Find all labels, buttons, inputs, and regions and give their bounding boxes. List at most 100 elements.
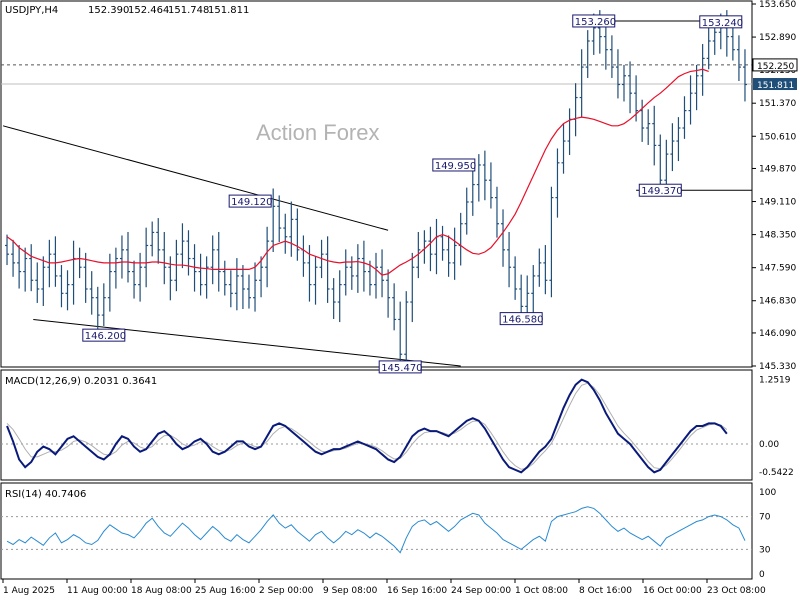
- candle: [676, 117, 681, 162]
- last-price-box: [753, 78, 797, 91]
- candle: [682, 96, 687, 139]
- candle: [138, 252, 143, 302]
- candle: [482, 150, 487, 201]
- symbol-header: USDJPY,H4: [5, 5, 58, 16]
- time-tick-label: 2 Sep 00:00: [259, 586, 314, 596]
- candle: [204, 256, 209, 299]
- candle: [386, 269, 391, 318]
- rsi-header: RSI(14) 40.7406: [5, 489, 86, 500]
- candle: [494, 186, 499, 238]
- rsi-tick-label: 0: [759, 570, 765, 580]
- ohlc-value: 151.748: [168, 5, 209, 16]
- annotation-box: [378, 360, 422, 374]
- rsi-tick-label: 30: [759, 545, 771, 555]
- candle: [652, 105, 657, 166]
- candle: [730, 25, 735, 61]
- candle: [11, 239, 16, 277]
- time-tick-label: 16 Oct 00:00: [643, 586, 702, 596]
- candle: [119, 235, 124, 279]
- price-panel-frame: [0, 0, 753, 368]
- annotation-box: [228, 194, 272, 208]
- time-tick-label: 16 Sep 16:00: [387, 586, 447, 596]
- annotation-label: 149.370: [641, 186, 682, 197]
- time-tick-label: 1 Aug 2025: [3, 586, 55, 596]
- macd-tick-label: 1.2519: [759, 376, 791, 386]
- time-tick-label: 23 Oct 08:00: [707, 586, 766, 596]
- candle: [283, 213, 288, 254]
- price-tick-label: 152.890: [759, 33, 796, 43]
- candle: [615, 49, 620, 99]
- price-annotation: 149.950: [432, 158, 476, 172]
- candle: [150, 221, 155, 257]
- annotation-box: [638, 183, 682, 197]
- candle: [71, 240, 76, 305]
- candle: [198, 253, 203, 296]
- candle: [65, 270, 70, 311]
- price-tick-label: 153.650: [759, 0, 796, 10]
- candle: [700, 44, 705, 96]
- rsi-line: [6, 506, 746, 554]
- candle: [579, 49, 584, 118]
- candle: [101, 283, 106, 326]
- candle: [452, 227, 457, 280]
- ohlc-value: 151.811: [208, 5, 249, 16]
- candle: [513, 256, 518, 300]
- macd-header: MACD(12,26,9) 0.2031 0.3641: [5, 376, 157, 387]
- watermark-text: Action Forex: [256, 120, 380, 145]
- candle: [670, 123, 675, 172]
- candle: [325, 236, 330, 303]
- price-annotation: 149.120: [228, 194, 273, 208]
- candle: [259, 256, 264, 298]
- candle: [398, 301, 403, 369]
- candle: [168, 256, 173, 301]
- last-price-label: 151.811: [757, 81, 794, 91]
- time-tick-label: 8 Oct 16:00: [579, 586, 632, 596]
- rsi-tick-label: 100: [759, 488, 776, 498]
- price-tick-label: 148.350: [759, 231, 796, 241]
- price-tick-label: 146.090: [759, 329, 796, 339]
- candle: [77, 247, 82, 279]
- candle: [277, 195, 282, 242]
- annotation-label: 149.950: [435, 161, 476, 172]
- candle: [126, 231, 130, 283]
- candle: [543, 245, 548, 295]
- candle: [458, 212, 463, 266]
- candle: [240, 265, 245, 310]
- candle: [646, 109, 651, 145]
- trendline: [2, 125, 389, 231]
- candle: [549, 186, 554, 298]
- candle: [531, 265, 536, 314]
- price-tick-label: 149.870: [759, 164, 796, 174]
- candle: [688, 75, 693, 125]
- candle: [343, 249, 348, 296]
- price-annotation: 146.580: [499, 312, 544, 326]
- level-price-label: 152.250: [757, 62, 794, 72]
- rsi-layer: [1, 506, 752, 554]
- candle: [53, 236, 58, 287]
- annotation-label: 153.260: [575, 17, 616, 28]
- candle: [186, 230, 191, 276]
- ohlc-value: 152.390: [88, 5, 129, 16]
- candle: [23, 247, 28, 292]
- candle: [428, 226, 433, 272]
- ohlc-value: 152.464: [128, 5, 169, 16]
- candle: [628, 61, 633, 114]
- candle: [434, 218, 439, 275]
- candle: [374, 252, 378, 299]
- candle: [95, 286, 100, 336]
- candle: [355, 244, 360, 293]
- price-tick-label: 147.590: [759, 264, 796, 274]
- candle: [41, 256, 46, 306]
- rsi-tick-label: 70: [759, 513, 771, 523]
- candle: [585, 30, 590, 78]
- candle: [313, 256, 318, 305]
- macd-layer: [1, 378, 752, 474]
- candle: [17, 245, 22, 289]
- price-tick-label: 146.830: [759, 297, 796, 307]
- candle: [210, 235, 215, 285]
- candle: [246, 274, 251, 309]
- annotation-label: 153.240: [702, 18, 743, 29]
- candle: [622, 64, 626, 102]
